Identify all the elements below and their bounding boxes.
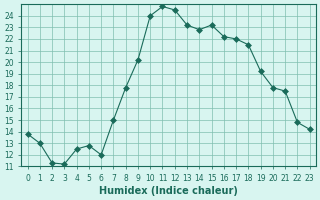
X-axis label: Humidex (Indice chaleur): Humidex (Indice chaleur): [99, 186, 238, 196]
